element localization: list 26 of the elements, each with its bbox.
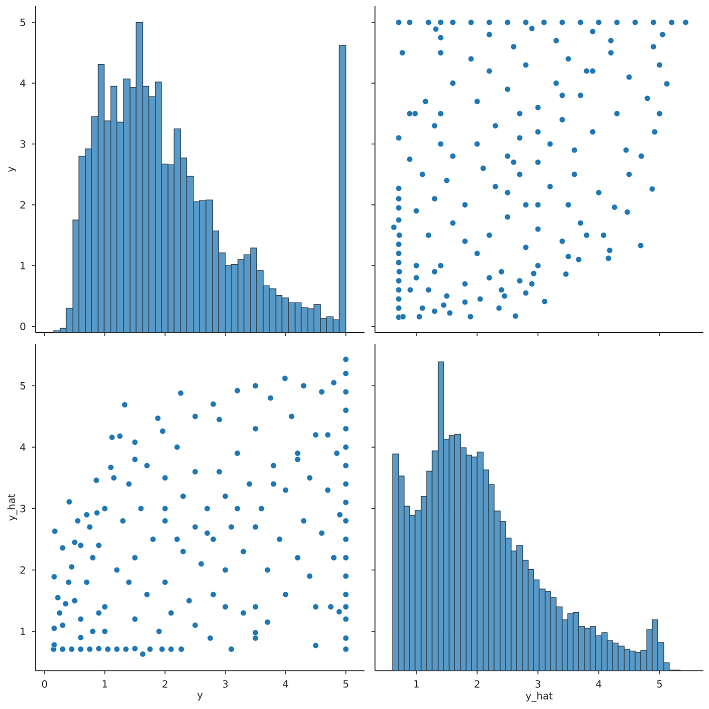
y-tick-label: 1 (20, 262, 26, 270)
y-tick-label: 3 (20, 504, 26, 512)
x-tick-label: 1 (414, 680, 419, 688)
x-tick-label: 4 (282, 680, 288, 688)
y-tick-label: 0 (20, 322, 26, 330)
y-tick-label: 5 (20, 382, 26, 390)
x-tick-label: 2 (162, 680, 168, 688)
y-tick-label: 3 (20, 140, 26, 148)
x-tick-label: 5 (657, 680, 662, 688)
x-tick-label: 5 (343, 680, 348, 688)
x-tick-label: 3 (222, 680, 228, 688)
y-tick-label: 2 (20, 201, 25, 209)
x-axis-title: y (197, 692, 203, 700)
x-tick-label: 4 (596, 680, 602, 688)
x-tick-label: 2 (474, 680, 480, 688)
y-tick-label: 2 (20, 566, 25, 574)
y-tick-label: 4 (20, 444, 26, 451)
y-tick-label: 4 (20, 80, 26, 87)
y-axis-title: y_hat (7, 494, 18, 521)
x-tick-label: 0 (42, 680, 48, 688)
x-tick-label: 3 (536, 680, 540, 688)
x-axis-title: y_hat (526, 692, 553, 702)
y-tick-label: 5 (20, 18, 26, 26)
y-axis-title: y (8, 166, 16, 172)
x-tick-label: 1 (102, 680, 108, 688)
y-tick-label: 1 (20, 628, 26, 636)
